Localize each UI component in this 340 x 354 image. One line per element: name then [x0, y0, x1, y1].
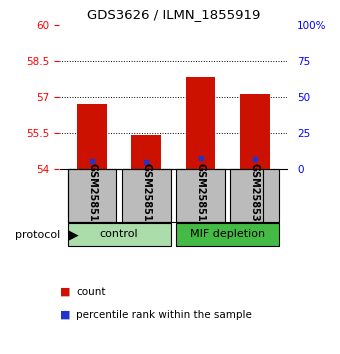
Bar: [68, 169, 263, 222]
Bar: [68, 169, 116, 222]
Text: control: control: [100, 229, 138, 239]
Text: ■: ■: [59, 310, 70, 320]
Text: MIF depletion: MIF depletion: [190, 229, 265, 239]
Bar: [68, 223, 171, 246]
Text: percentile rank within the sample: percentile rank within the sample: [76, 310, 252, 320]
Bar: [122, 169, 171, 222]
Bar: [77, 104, 107, 169]
Text: GSM258516: GSM258516: [87, 162, 97, 228]
Bar: [176, 169, 225, 222]
Text: ▶: ▶: [61, 228, 78, 241]
Text: GSM258517: GSM258517: [141, 162, 151, 228]
Bar: [231, 169, 279, 222]
Text: ■: ■: [59, 287, 70, 297]
Bar: [240, 94, 270, 169]
Title: GDS3626 / ILMN_1855919: GDS3626 / ILMN_1855919: [87, 8, 260, 21]
Bar: [176, 223, 279, 246]
Text: GSM258530: GSM258530: [250, 162, 260, 228]
Bar: [186, 77, 216, 169]
Text: protocol: protocol: [15, 230, 61, 240]
Bar: [131, 135, 161, 169]
Text: count: count: [76, 287, 106, 297]
Text: GSM258515: GSM258515: [195, 162, 205, 228]
